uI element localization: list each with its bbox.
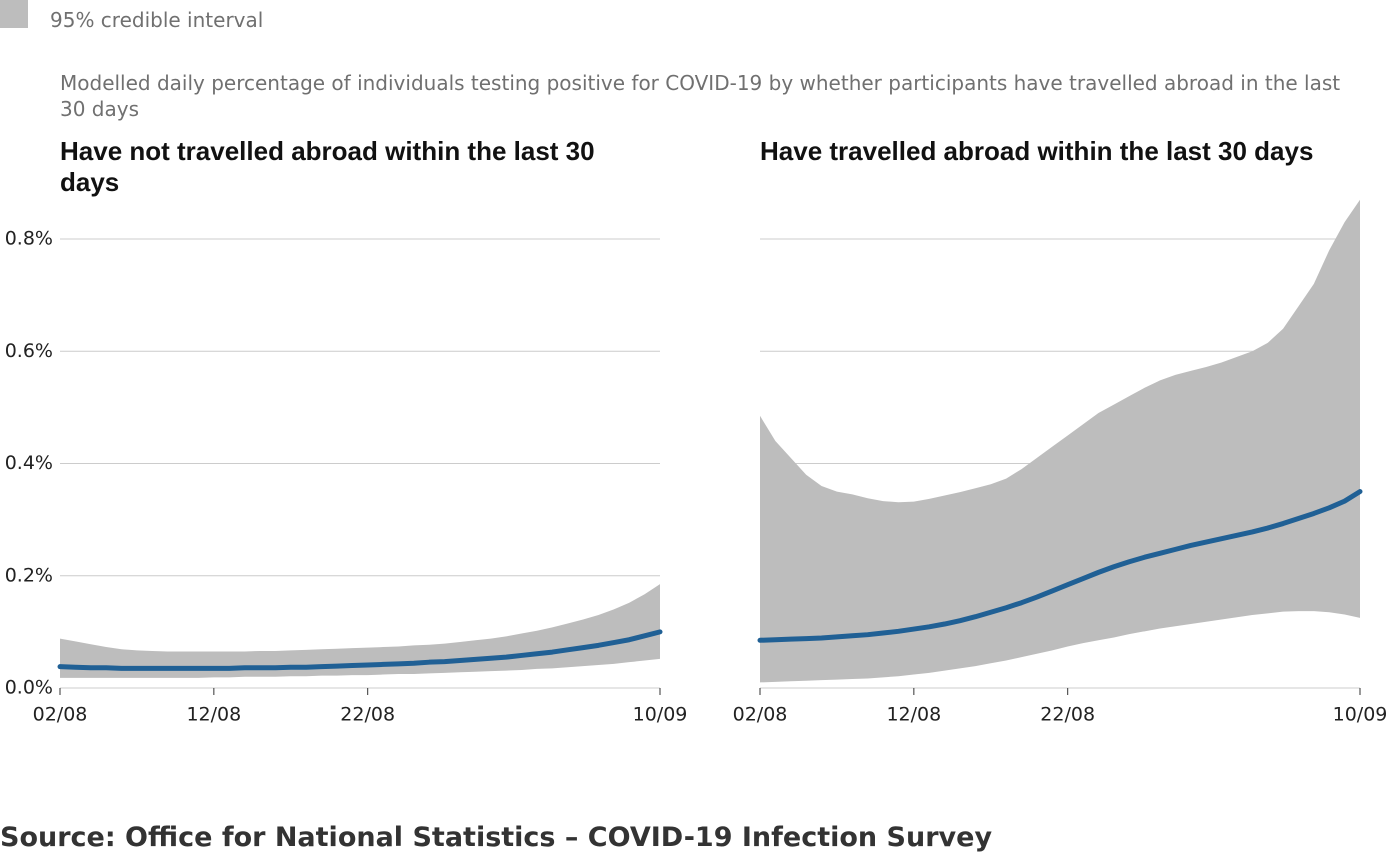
legend-label: 95% credible interval [50, 8, 264, 32]
x-tick-label: 22/08 [340, 704, 395, 726]
panel-title: Have not travelled abroad within the las… [60, 136, 595, 197]
x-tick-label: 12/08 [186, 704, 241, 726]
y-tick-label: 0.2% [5, 564, 53, 586]
x-tick-label: 12/08 [886, 704, 941, 726]
mean-line [57, 629, 663, 671]
credible-interval [760, 199, 1360, 683]
subtitle: Modelled daily percentage of individuals… [60, 71, 1341, 121]
source: Source: Office for National Statistics –… [0, 822, 993, 853]
x-tick-label: 02/08 [733, 704, 788, 726]
x-tick-label: 22/08 [1040, 704, 1095, 726]
x-tick-label: 02/08 [33, 704, 88, 726]
y-tick-label: 0.6% [5, 340, 53, 362]
y-tick-label: 0.0% [5, 677, 53, 699]
mean-line [757, 489, 1363, 643]
panel-title: Have travelled abroad within the last 30… [760, 136, 1314, 166]
x-tick-label: 10/09 [633, 704, 688, 726]
legend-swatch [0, 0, 28, 28]
y-tick-label: 0.8% [5, 228, 53, 250]
y-tick-label: 0.4% [5, 452, 53, 474]
x-tick-label: 10/09 [1333, 704, 1388, 726]
